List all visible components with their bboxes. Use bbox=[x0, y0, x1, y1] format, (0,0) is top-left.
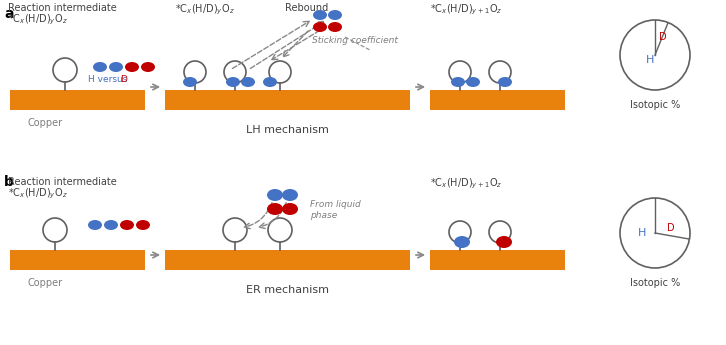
Text: D: D bbox=[120, 75, 127, 83]
Ellipse shape bbox=[454, 236, 470, 248]
Text: H: H bbox=[646, 55, 654, 65]
Text: *C$_x$(H/D)$_{y+1}$O$_z$: *C$_x$(H/D)$_{y+1}$O$_z$ bbox=[430, 3, 502, 17]
FancyBboxPatch shape bbox=[165, 250, 410, 270]
Text: Copper: Copper bbox=[28, 278, 62, 288]
Text: D: D bbox=[667, 223, 674, 233]
Text: Isotopic %: Isotopic % bbox=[630, 278, 680, 288]
Text: *C$_x$(H/D)$_{y+1}$O$_z$: *C$_x$(H/D)$_{y+1}$O$_z$ bbox=[430, 177, 502, 191]
Text: Reaction intermediate: Reaction intermediate bbox=[8, 177, 117, 187]
Text: a: a bbox=[4, 7, 14, 21]
Ellipse shape bbox=[88, 220, 102, 230]
Ellipse shape bbox=[125, 62, 139, 72]
Text: From liquid
phase: From liquid phase bbox=[310, 200, 361, 220]
Ellipse shape bbox=[313, 22, 327, 32]
Ellipse shape bbox=[241, 77, 255, 87]
Text: Isotopic %: Isotopic % bbox=[630, 100, 680, 110]
Text: Reaction intermediate: Reaction intermediate bbox=[8, 3, 117, 13]
Text: H: H bbox=[638, 228, 646, 238]
Text: D: D bbox=[659, 32, 666, 42]
Ellipse shape bbox=[183, 77, 197, 87]
FancyBboxPatch shape bbox=[430, 90, 565, 110]
Text: *C$_x$(H/D)$_y$O$_z$: *C$_x$(H/D)$_y$O$_z$ bbox=[8, 187, 68, 201]
Ellipse shape bbox=[226, 77, 240, 87]
Text: *C$_x$(H/D)$_y$O$_z$: *C$_x$(H/D)$_y$O$_z$ bbox=[8, 13, 68, 27]
Ellipse shape bbox=[451, 77, 465, 87]
Text: ER mechanism: ER mechanism bbox=[246, 285, 329, 295]
FancyBboxPatch shape bbox=[10, 250, 145, 270]
FancyBboxPatch shape bbox=[430, 250, 565, 270]
Ellipse shape bbox=[141, 62, 155, 72]
FancyBboxPatch shape bbox=[10, 90, 145, 110]
Ellipse shape bbox=[267, 203, 283, 215]
Ellipse shape bbox=[496, 236, 512, 248]
Ellipse shape bbox=[267, 189, 283, 201]
Text: b: b bbox=[4, 175, 14, 189]
Text: *C$_x$(H/D)$_y$O$_z$: *C$_x$(H/D)$_y$O$_z$ bbox=[175, 3, 234, 17]
Text: Sticking coefficient: Sticking coefficient bbox=[312, 36, 398, 45]
Ellipse shape bbox=[120, 220, 134, 230]
FancyBboxPatch shape bbox=[165, 90, 410, 110]
Ellipse shape bbox=[498, 77, 512, 87]
Ellipse shape bbox=[328, 22, 342, 32]
Ellipse shape bbox=[282, 203, 298, 215]
Ellipse shape bbox=[136, 220, 150, 230]
Ellipse shape bbox=[109, 62, 123, 72]
Text: Copper: Copper bbox=[28, 118, 62, 128]
Text: Rebound: Rebound bbox=[285, 3, 328, 13]
Text: LH mechanism: LH mechanism bbox=[246, 125, 329, 135]
Text: H versus: H versus bbox=[88, 75, 130, 83]
Ellipse shape bbox=[313, 10, 327, 20]
Ellipse shape bbox=[466, 77, 480, 87]
Ellipse shape bbox=[263, 77, 277, 87]
Ellipse shape bbox=[93, 62, 107, 72]
Ellipse shape bbox=[282, 189, 298, 201]
Ellipse shape bbox=[104, 220, 118, 230]
Ellipse shape bbox=[328, 10, 342, 20]
